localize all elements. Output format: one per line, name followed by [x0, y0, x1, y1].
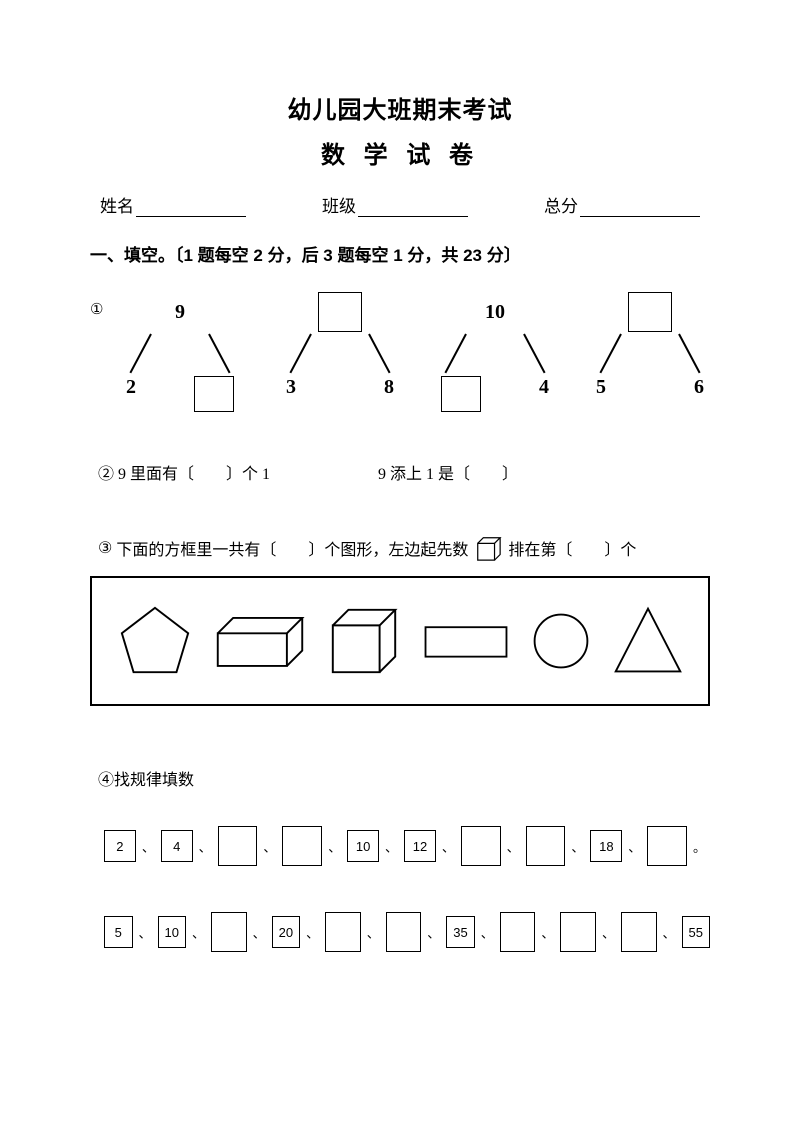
separator: 、	[663, 923, 676, 942]
separator: 、	[253, 923, 266, 942]
answer-box[interactable]	[461, 826, 501, 866]
class-label: 班级	[322, 192, 356, 217]
answer-box[interactable]	[441, 376, 481, 412]
bond-top-value: 9	[175, 301, 185, 324]
separator: 、	[139, 923, 152, 942]
answer-box[interactable]	[621, 912, 657, 952]
cuboid-icon	[212, 602, 308, 680]
q3-text-1: 下面的方框里一共有〔 〕个图形，左边起先数	[116, 536, 468, 560]
separator: 、	[199, 837, 212, 856]
separator: 、	[427, 923, 440, 942]
sequence-value: 18	[590, 830, 622, 862]
bond-left-value: 5	[596, 376, 606, 399]
answer-box[interactable]	[318, 292, 362, 332]
answer-box[interactable]	[500, 912, 536, 952]
answer-box[interactable]	[386, 912, 422, 952]
number-bond: 10 4	[435, 292, 555, 412]
sequence-value: 4	[161, 830, 193, 862]
name-underline[interactable]	[136, 197, 246, 217]
bond-left-value: 2	[126, 376, 136, 412]
bond-top-value: 10	[485, 301, 505, 324]
name-field: 姓名	[100, 192, 246, 217]
circle-icon	[528, 602, 594, 680]
number-bond: 38	[280, 292, 400, 399]
separator: 、	[442, 837, 455, 856]
sequence-value: 55	[682, 916, 711, 948]
score-underline[interactable]	[580, 197, 700, 217]
answer-box[interactable]	[560, 912, 596, 952]
q4-marker: ④	[98, 772, 114, 789]
sequence-row-1: 2 、 4 、 、 、 10 、 12 、 、 、 18 、 。	[90, 826, 710, 866]
page-title-1: 幼儿园大班期末考试	[90, 90, 710, 125]
score-label: 总分	[544, 192, 578, 217]
answer-box[interactable]	[282, 826, 322, 866]
question-3: ③ 下面的方框里一共有〔 〕个图形，左边起先数 排在第〔 〕个	[90, 534, 710, 562]
question-2: ② 9 里面有〔 〕个 1 9 添上 1 是〔 〕	[90, 460, 710, 484]
answer-box[interactable]	[325, 912, 361, 952]
sequence-value: 2	[104, 830, 136, 862]
q2-marker: ②	[98, 466, 114, 483]
bond-right-value: 6	[694, 376, 704, 399]
separator: 、	[142, 837, 155, 856]
q4-text: 找规律填数	[114, 772, 194, 789]
q2-text-1: 9 里面有〔 〕个 1	[114, 466, 270, 483]
sequence-value: 10	[158, 916, 187, 948]
separator: 、	[306, 923, 319, 942]
q3-text-2: 排在第〔 〕个	[508, 536, 636, 560]
q3-marker: ③	[98, 538, 112, 558]
triangle-icon	[610, 602, 686, 680]
question-4: ④找规律填数	[90, 766, 710, 790]
sequence-value: 5	[104, 916, 133, 948]
answer-box[interactable]	[194, 376, 234, 412]
bond-left-value: 3	[286, 376, 296, 399]
pentagon-icon	[114, 602, 196, 680]
sequence-value: 10	[347, 830, 379, 862]
number-bond: 56	[590, 292, 710, 399]
separator: 、	[628, 837, 641, 856]
sequence-value: 20	[272, 916, 301, 948]
q2-text-2: 9 添上 1 是〔 〕	[378, 466, 518, 483]
separator: 、	[367, 923, 380, 942]
sequence-row-2: 5 、 10 、 、 20 、 、 、 35 、 、 、 、 55	[90, 912, 710, 952]
number-bond: 92	[120, 292, 240, 412]
answer-box[interactable]	[211, 912, 247, 952]
student-info-row: 姓名 班级 总分	[100, 192, 700, 217]
class-field: 班级	[322, 192, 468, 217]
separator: 、	[385, 837, 398, 856]
answer-box[interactable]	[647, 826, 687, 866]
bond-right-value: 4	[539, 376, 549, 412]
sequence-end: 。	[693, 837, 706, 856]
separator: 、	[541, 923, 554, 942]
shapes-container	[90, 576, 710, 706]
score-field: 总分	[544, 192, 700, 217]
answer-box[interactable]	[218, 826, 258, 866]
cube-shape-icon	[324, 602, 404, 680]
name-label: 姓名	[100, 192, 134, 217]
answer-box[interactable]	[526, 826, 566, 866]
page-title-2: 数 学 试 卷	[90, 135, 710, 170]
separator: 、	[602, 923, 615, 942]
sequence-value: 12	[404, 830, 436, 862]
separator: 、	[192, 923, 205, 942]
answer-box[interactable]	[628, 292, 672, 332]
cube-icon	[474, 534, 502, 562]
separator: 、	[263, 837, 276, 856]
question-1-bonds: ① 923810456	[90, 292, 710, 442]
separator: 、	[481, 923, 494, 942]
separator: 、	[571, 837, 584, 856]
separator: 、	[328, 837, 341, 856]
q1-marker: ①	[90, 300, 103, 319]
rectangle-icon	[420, 602, 512, 680]
bond-right-value: 8	[384, 376, 394, 399]
class-underline[interactable]	[358, 197, 468, 217]
sequence-value: 35	[446, 916, 475, 948]
separator: 、	[507, 837, 520, 856]
section-1-title: 一、填空。〔1 题每空 2 分，后 3 题每空 1 分，共 23 分〕	[90, 241, 710, 266]
